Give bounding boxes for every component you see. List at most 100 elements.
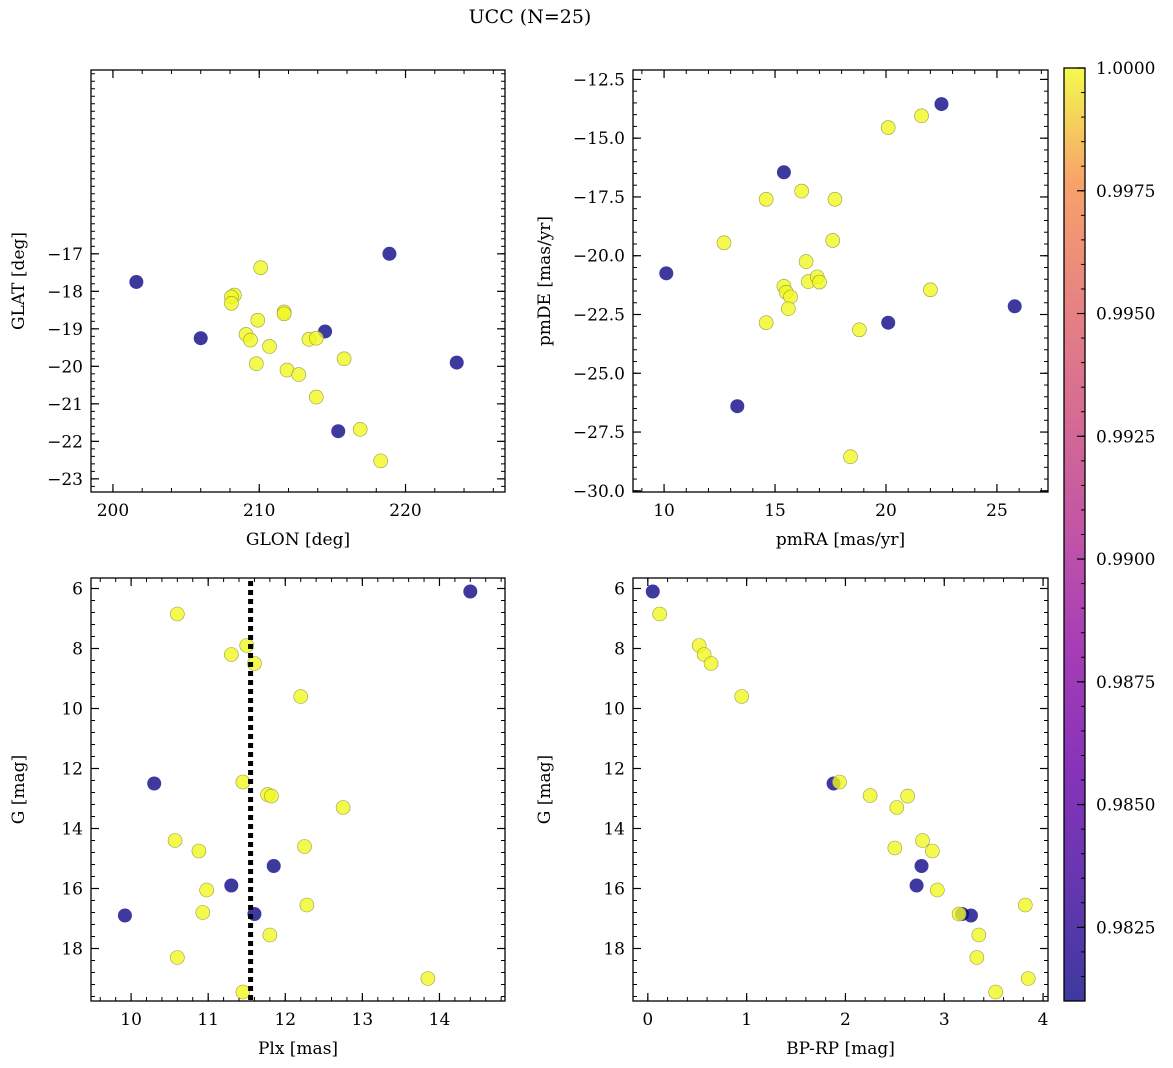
- scatter-point: [963, 908, 978, 923]
- scatter-point: [373, 453, 388, 469]
- scatter-point: [1020, 971, 1036, 986]
- scatter-point: [730, 399, 745, 414]
- scatter-point: [291, 367, 307, 382]
- scatter-point: [297, 839, 312, 854]
- scatter-panel-3: 10 11 12 13 14 6 8 10 12 14 16 18 Plx [mas] G [mag]: [9, 577, 506, 1059]
- y-axis-label: G [mag]: [535, 755, 555, 824]
- x-tick-label: 25: [986, 501, 1008, 521]
- y-tick-label: −25.0: [573, 364, 625, 384]
- scatter-point: [758, 315, 774, 331]
- scatter-point: [262, 927, 278, 943]
- x-tick-label: 4: [1038, 1010, 1049, 1030]
- x-axis-label: BP-RP [mag]: [786, 1039, 895, 1059]
- y-tick-label: 18: [61, 940, 83, 960]
- scatter-point: [331, 424, 346, 439]
- scatter-point: [781, 301, 796, 316]
- y-tick-label: −12.5: [573, 70, 625, 90]
- y-tick-label: 12: [61, 760, 83, 780]
- scatter-point: [923, 282, 938, 298]
- scatter-point: [881, 315, 896, 330]
- scatter-point: [659, 266, 674, 281]
- scatter-point: [250, 312, 266, 328]
- scatter-point: [1017, 897, 1033, 913]
- y-tick-label: −30.0: [573, 482, 625, 502]
- colorbar-tick-label: 0.9875: [1096, 673, 1155, 693]
- y-tick-label: −15.0: [573, 129, 625, 149]
- scatter-point: [193, 331, 208, 346]
- y-tick-label: −27.5: [573, 423, 625, 443]
- y-tick-label: −17: [47, 245, 83, 265]
- y-tick-label: −22.5: [573, 306, 625, 326]
- x-axis-label: Plx [mas]: [258, 1039, 338, 1059]
- y-tick-label: −23: [47, 470, 83, 490]
- x-tick-label: 2: [840, 1010, 851, 1030]
- y-tick-label: 8: [72, 640, 83, 660]
- scatter-point: [862, 788, 878, 803]
- scatter-point: [889, 800, 905, 815]
- scatter-point: [449, 355, 464, 370]
- y-tick-label: 18: [603, 940, 625, 960]
- scatter-point: [147, 776, 162, 791]
- y-tick-label: −18: [47, 282, 83, 302]
- colorbar-tick-label: 0.9900: [1096, 550, 1155, 570]
- y-tick-label: −20.0: [573, 247, 625, 267]
- colorbar-tick-label: 0.9850: [1096, 796, 1155, 816]
- x-tick-label: 210: [243, 501, 275, 521]
- y-tick-label: 10: [603, 700, 625, 720]
- scatter-point: [382, 246, 397, 261]
- scatter-point: [129, 274, 144, 289]
- x-axis-label: pmRA [mas/yr]: [776, 530, 905, 550]
- scatter-point: [308, 389, 324, 405]
- scatter-point: [852, 322, 867, 338]
- scatter-point: [969, 950, 985, 965]
- scatter-point: [195, 905, 211, 920]
- scatter-point: [463, 584, 478, 599]
- scatter-point: [827, 192, 843, 207]
- y-tick-label: 6: [614, 580, 625, 600]
- scatter-point: [794, 183, 809, 199]
- y-tick-label: −17.5: [573, 188, 625, 208]
- scatter-point: [199, 882, 214, 898]
- y-axis-label: GLAT [deg]: [9, 232, 29, 330]
- scatter-point: [266, 859, 281, 873]
- scatter-point: [249, 356, 264, 372]
- scatter-point: [971, 927, 987, 943]
- y-tick-label: −22: [47, 432, 83, 452]
- scatter-point: [880, 120, 896, 135]
- x-tick-label: 20: [875, 501, 897, 521]
- y-tick-label: −19: [47, 320, 83, 340]
- scatter-point: [716, 235, 732, 251]
- colorbar-tick-label: 0.9925: [1096, 427, 1155, 447]
- scatter-point: [652, 606, 667, 622]
- colorbar-tick-label: 0.9950: [1096, 305, 1155, 325]
- x-tick-label: 11: [197, 1010, 219, 1030]
- scatter-point: [336, 351, 352, 367]
- scatter-point: [758, 192, 774, 207]
- x-tick-label: 13: [352, 1010, 374, 1030]
- scatter-point: [253, 260, 268, 275]
- x-tick-label: 1: [741, 1010, 752, 1030]
- scatter-point: [988, 984, 1003, 1000]
- scatter-point: [264, 788, 279, 804]
- scatter-point: [825, 233, 841, 248]
- scatter-point: [900, 788, 915, 804]
- y-tick-label: −20: [47, 357, 83, 377]
- scatter-point: [420, 971, 436, 986]
- x-tick-label: 0: [642, 1010, 653, 1030]
- x-tick-label: 220: [389, 501, 421, 521]
- scatter-point: [293, 689, 308, 704]
- scatter-point: [703, 656, 719, 671]
- scatter-point: [224, 647, 239, 662]
- scatter-point: [299, 897, 315, 913]
- scatter-point: [914, 859, 929, 873]
- scatter-point: [235, 984, 251, 1000]
- y-axis-label: G [mag]: [9, 755, 29, 824]
- colorbar-tick-label: 0.9975: [1096, 182, 1155, 202]
- scatter-point: [308, 330, 324, 346]
- scatter-panel-1: 200 210 220 −17 −18 −19 −20 −21 −22 −23 GLON [deg]…: [9, 69, 506, 550]
- scatter-point: [235, 774, 251, 790]
- panel-frame: [632, 69, 1049, 493]
- y-tick-label: 8: [614, 640, 625, 660]
- scatter-point: [117, 908, 132, 923]
